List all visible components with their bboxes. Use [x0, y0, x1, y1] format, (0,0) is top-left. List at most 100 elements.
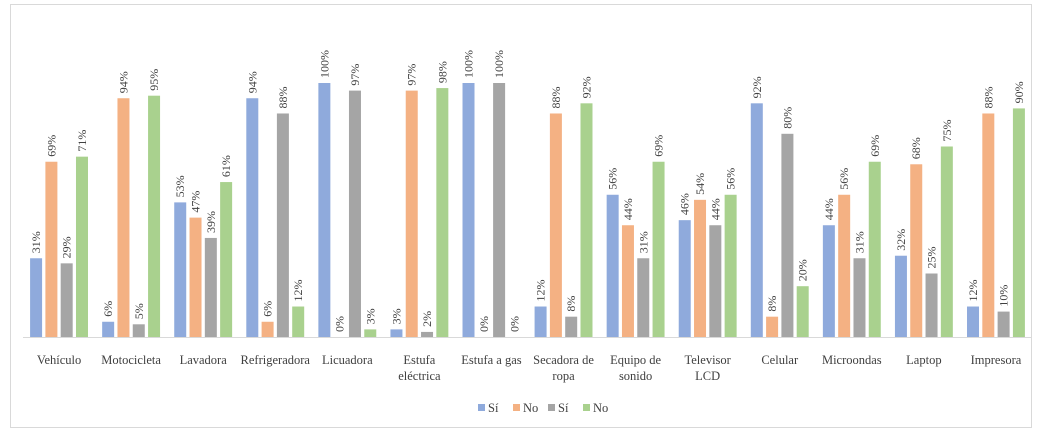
bar: [1012, 108, 1025, 338]
data-label: 71%: [75, 130, 89, 152]
x-tick-label: Vehículo: [37, 353, 81, 367]
bar: [678, 220, 691, 337]
data-label: 88%: [549, 86, 563, 108]
bar: [276, 113, 289, 337]
data-label: 88%: [276, 86, 290, 108]
x-tick-labels: Vehículo Motocicleta Lavadora Refrigeradora…: [37, 353, 1022, 383]
data-label: 54%: [693, 173, 707, 195]
data-label: 12%: [291, 280, 305, 302]
data-label: 32%: [894, 229, 908, 251]
bar: [348, 90, 361, 338]
data-label: 90%: [1012, 81, 1026, 103]
bar: [750, 103, 763, 337]
x-tick-label: Estufa eléctrica: [398, 353, 441, 383]
legend-label: Sí: [558, 401, 569, 415]
bar: [174, 202, 187, 337]
data-label: 20%: [796, 259, 810, 281]
bar: [868, 161, 881, 337]
data-label: 31%: [29, 231, 43, 253]
data-label: 88%: [981, 86, 995, 108]
x-tick-label: Estufa a gas: [461, 353, 522, 367]
legend-swatch: [548, 404, 555, 411]
bar: [390, 329, 403, 337]
legend-label: Sí: [488, 401, 499, 415]
bar: [781, 133, 794, 337]
data-label: 56%: [606, 168, 620, 190]
bar: [292, 306, 305, 337]
data-label: 31%: [852, 231, 866, 253]
data-label: 56%: [724, 168, 738, 190]
bar: [462, 83, 475, 337]
bar: [694, 199, 707, 337]
bar: [606, 194, 619, 337]
bars-layer: [30, 83, 1025, 338]
bar: [565, 316, 578, 337]
data-label: 44%: [822, 198, 836, 220]
data-label: 6%: [101, 301, 115, 317]
bar: [148, 95, 161, 337]
data-label: 92%: [579, 76, 593, 98]
data-label: 12%: [534, 280, 548, 302]
bar: [894, 255, 907, 337]
data-label: 3%: [363, 308, 377, 324]
bar: [580, 103, 593, 337]
data-label: 69%: [868, 135, 882, 157]
x-tick-label: Televisor LCD: [685, 353, 732, 383]
data-label: 0%: [333, 316, 347, 332]
data-label: 0%: [477, 316, 491, 332]
data-label: 94%: [245, 71, 259, 93]
bar: [204, 237, 217, 337]
data-label: 0%: [507, 316, 521, 332]
data-label: 2%: [420, 311, 434, 327]
data-label: 97%: [405, 64, 419, 86]
bar: [940, 146, 953, 337]
data-label: 61%: [219, 155, 233, 177]
x-tick-label: Motocicleta: [101, 353, 161, 367]
bar: [997, 311, 1010, 337]
bar: [117, 98, 130, 338]
bar: [436, 88, 449, 337]
legend-swatch: [583, 404, 590, 411]
data-label: 39%: [204, 211, 218, 233]
x-tick-label: Celular: [761, 353, 799, 367]
data-label: 97%: [348, 64, 362, 86]
bar: [822, 225, 835, 337]
bar: [534, 306, 547, 337]
x-tick-label: Refrigeradora: [241, 353, 311, 367]
chart-frame: [10, 4, 1032, 428]
bar: [421, 331, 434, 337]
data-label: 44%: [621, 198, 635, 220]
data-label: 69%: [44, 135, 58, 157]
data-label: 5%: [132, 303, 146, 319]
bar: [60, 263, 73, 337]
data-label: 46%: [678, 193, 692, 215]
data-label: 6%: [261, 301, 275, 317]
data-label: 8%: [564, 296, 578, 312]
bar: [796, 286, 809, 337]
bar: [549, 113, 562, 337]
data-label: 25%: [925, 247, 939, 269]
bar: [102, 321, 115, 337]
data-label: 68%: [909, 137, 923, 159]
bar: [405, 90, 418, 338]
x-tick-label: Microondas: [822, 353, 882, 367]
x-tick-label: Impresora: [971, 353, 1022, 367]
bar: [766, 316, 779, 337]
data-label: 98%: [435, 61, 449, 83]
bar: [709, 225, 722, 337]
bar: [853, 258, 866, 337]
bar: [652, 161, 665, 337]
data-label: 12%: [966, 280, 980, 302]
legend-swatch: [513, 404, 520, 411]
bar: [637, 258, 650, 337]
data-label: 31%: [636, 231, 650, 253]
bar: [621, 225, 634, 337]
data-label: 29%: [60, 236, 74, 258]
bar: [838, 194, 851, 337]
legend-swatch: [478, 404, 485, 411]
bar: [724, 194, 737, 337]
data-label: 100%: [492, 50, 506, 78]
bar: [318, 83, 331, 337]
